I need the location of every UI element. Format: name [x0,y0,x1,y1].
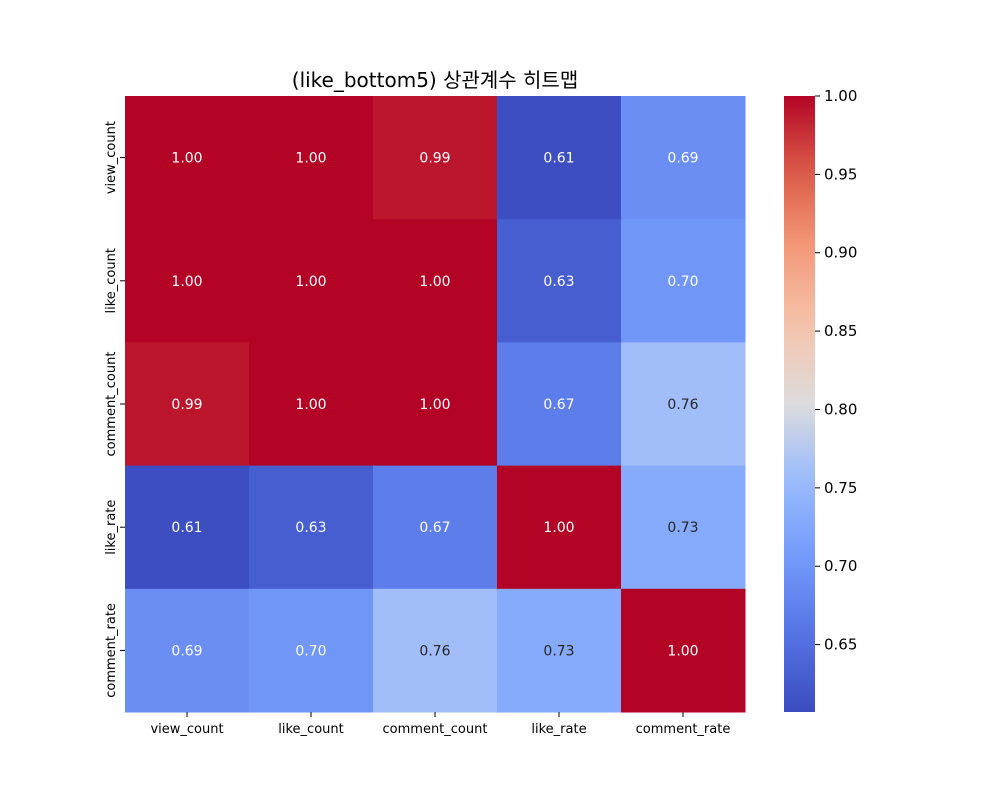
heatmap-cell [249,342,374,467]
colorbar-tick-label: 1.00 [824,87,857,105]
cell-value-label: 1.00 [295,274,326,290]
heatmap-cell [621,588,746,713]
cell-value-label: 1.00 [543,520,574,536]
heatmap-cell [249,219,374,343]
cell-value-label: 0.70 [667,274,698,290]
x-tick-label: comment_count [383,722,488,737]
heatmap-cell [621,465,746,590]
cell-value-label: 0.63 [295,520,326,536]
heatmap-cell [125,588,250,713]
cell-value-label: 0.69 [667,151,698,167]
heatmap-cell [621,342,746,467]
heatmap-cell [497,96,622,220]
y-tick-label: comment_count [104,352,119,457]
cell-value-label: 1.00 [171,274,202,290]
colorbar-gradient [784,96,815,712]
heatmap-cell [497,465,622,590]
cell-value-label: 0.61 [543,151,574,167]
heatmap-cell [373,342,498,467]
x-tick-label: like_rate [531,722,586,737]
heatmap-cell [497,588,622,713]
x-tick-label: comment_rate [636,722,731,737]
x-axis: view_count like_count comment_count like_ra… [150,712,730,737]
chart-title: (like_bottom5) 상관계수 히트맵 [292,68,578,92]
cell-value-label: 0.67 [543,397,574,413]
cell-value-label: 0.76 [667,397,698,413]
heatmap-cell [373,588,498,713]
colorbar-tick-label: 0.85 [824,322,857,340]
cell-value-label: 1.00 [419,274,450,290]
heatmap-cell [249,465,374,590]
heatmap-cell [373,465,498,590]
cell-value-label: 0.61 [171,520,202,536]
cell-value-label: 1.00 [419,397,450,413]
cell-value-label: 1.00 [295,151,326,167]
heatmap-cell [497,219,622,343]
colorbar-tick-label: 0.75 [824,479,857,497]
cell-value-label: 0.67 [419,520,450,536]
heatmap-cell [373,219,498,343]
cell-value-label: 0.99 [171,397,202,413]
cell-value-label: 1.00 [171,151,202,167]
y-axis: view_count like_count comment_count like_ra… [104,121,125,698]
cell-value-label: 0.76 [419,643,450,659]
colorbar-tick-label: 0.70 [824,557,857,575]
heatmap-cell [249,96,374,220]
cell-value-label: 0.70 [295,643,326,659]
x-tick-label: like_count [278,722,343,737]
heatmap-cell [497,342,622,467]
cell-value-label: 0.73 [667,520,698,536]
cell-value-label: 0.63 [543,274,574,290]
heatmap-value-labels: 1.00 1.00 0.99 0.61 0.69 1.00 1.00 1.00 0.63 0.70… [171,151,698,660]
cell-value-label: 0.69 [171,643,202,659]
colorbar: 0.65 0.70 0.75 0.80 0.85 0.90 0.95 1.00 [784,87,857,712]
y-tick-label: comment_rate [104,603,119,698]
heatmap-cell [125,96,250,220]
colorbar-tick-label: 0.65 [824,636,857,654]
cell-value-label: 0.99 [419,151,450,167]
colorbar-tick-label: 0.95 [824,165,857,183]
y-tick-label: like_rate [104,500,119,555]
y-tick-label: view_count [104,121,119,194]
cell-value-label: 1.00 [295,397,326,413]
heatmap-cell [125,219,250,343]
cell-value-label: 1.00 [667,643,698,659]
heatmap-cell [125,465,250,590]
colorbar-tick-label: 0.90 [824,244,857,262]
y-tick-label: like_count [104,248,119,313]
heatmap-cell [621,219,746,343]
heatmap-cell [249,588,374,713]
heatmap-cell [621,96,746,220]
colorbar-tick-label: 0.80 [824,400,857,418]
heatmap-cell [373,96,498,220]
x-tick-label: view_count [150,722,223,737]
heatmap-cell [125,342,250,467]
heatmap-cells [125,96,746,713]
cell-value-label: 0.73 [543,643,574,659]
